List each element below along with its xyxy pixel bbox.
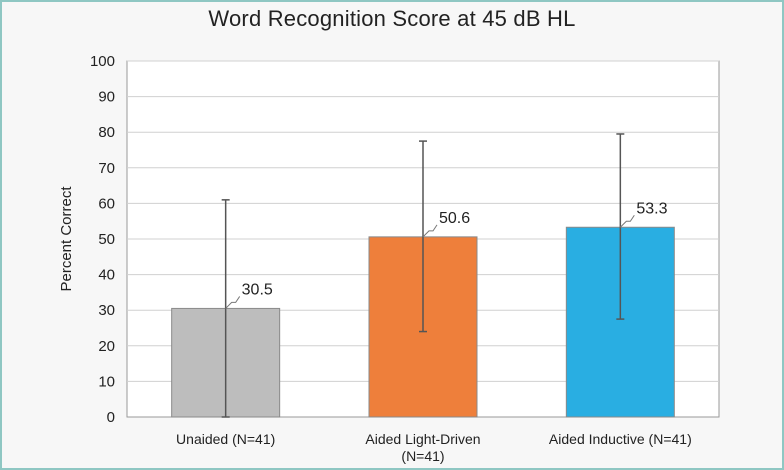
y-tick-label: 100 [90,53,115,70]
x-tick-label-line: Aided Light-Driven [365,431,480,447]
y-tick-label: 80 [98,124,115,141]
data-label-leader [225,296,241,309]
data-label-leader [422,224,438,238]
y-tick-label: 70 [98,160,115,177]
data-label-leader [619,214,635,228]
y-tick-label: 60 [98,195,115,212]
chart-title: Word Recognition Score at 45 dB HL [208,6,576,31]
x-tick-label: Unaided (N=41) [176,431,275,447]
x-tick-label: Aided Inductive (N=41) [549,431,692,447]
x-tick-label-line: Aided Inductive (N=41) [549,431,692,447]
y-tick-label: 10 [98,373,115,390]
y-tick-label: 30 [98,302,115,319]
data-label: 53.3 [636,200,667,217]
x-tick-label-line: Unaided (N=41) [176,431,275,447]
y-tick-label: 20 [98,338,115,355]
y-tick-label: 50 [98,231,115,248]
x-tick-label: Aided Light-Driven (N=41) [365,431,480,464]
data-label: 50.6 [439,210,470,227]
y-tick-label: 40 [98,267,115,284]
x-tick-label-line: (N=41) [401,448,444,464]
data-label: 30.5 [242,281,273,298]
y-tick-label: 0 [107,409,115,426]
y-axis-label: Percent Correct [58,186,75,292]
y-tick-label: 90 [98,89,115,106]
